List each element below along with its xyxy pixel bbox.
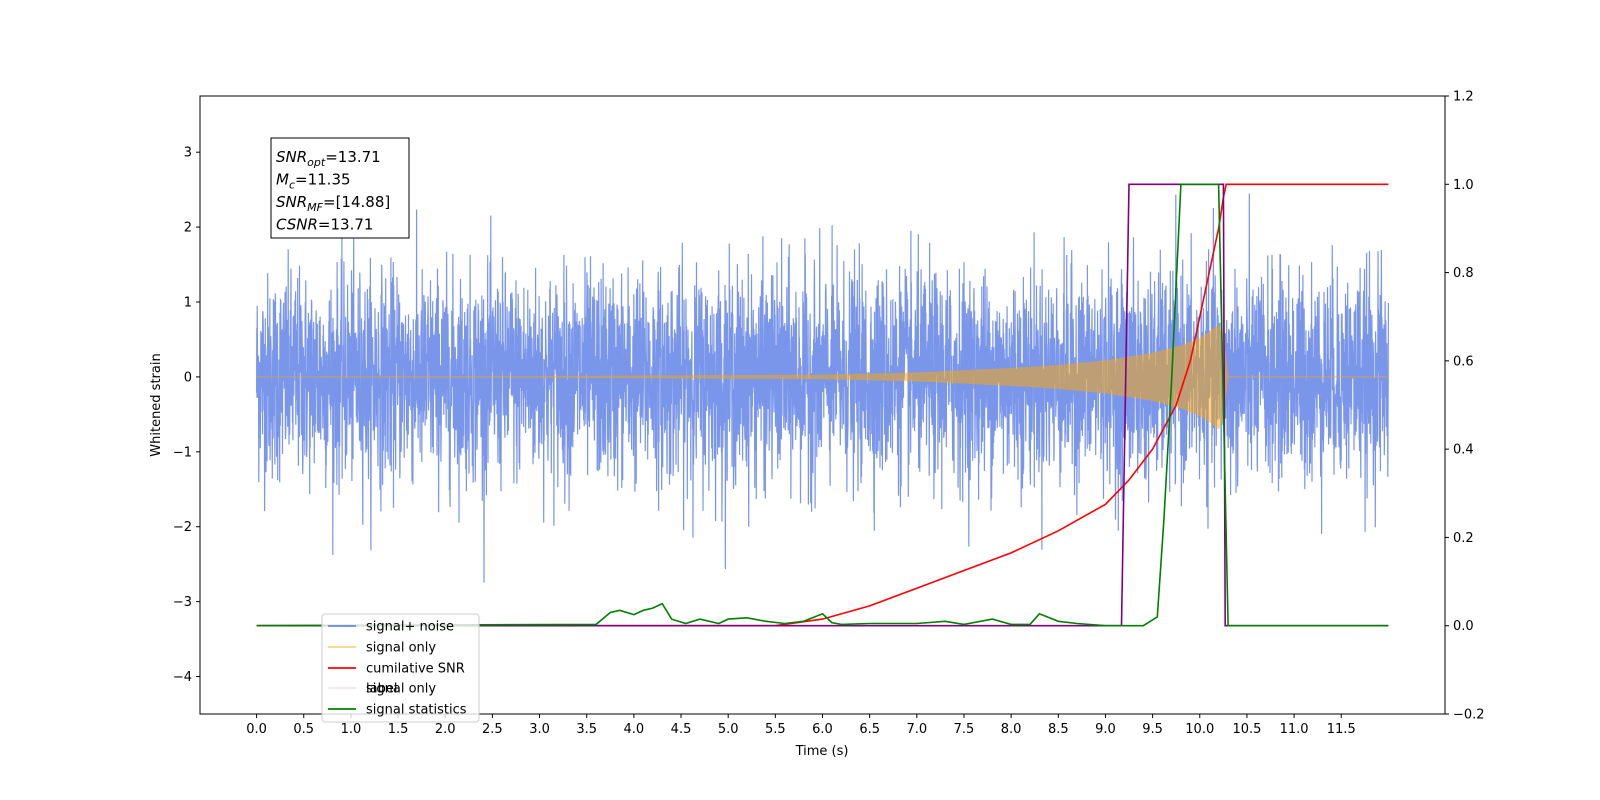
x-tick-label: 10.5: [1232, 722, 1261, 737]
x-tick-label: 5.0: [718, 722, 739, 737]
y-right-tick-label: 0.8: [1453, 266, 1474, 281]
x-tick-label: 11.0: [1280, 722, 1309, 737]
legend-entry-label: signal+ noise: [366, 620, 454, 635]
legend-entry-label: signal statistics: [366, 703, 467, 718]
y-axis-left: 3 2 1 0 −1 −2 −3 −4: [173, 146, 200, 685]
legend-entry-label: label: [366, 682, 397, 697]
legend-entry-label: signal only: [366, 682, 436, 697]
series-signal-statistics-line: [256, 183, 1389, 627]
annotation-line: SNRMF=[14.88]: [276, 193, 390, 214]
x-tick-label: 3.5: [576, 722, 597, 737]
x-tick-label: 10.0: [1185, 722, 1214, 737]
x-tick-label: 11.5: [1327, 722, 1356, 737]
legend: signal+ noise signal only cumilative SNR la…: [321, 613, 480, 723]
annotation-frame: [270, 137, 410, 239]
x-axis: 0.0 0.5 1.0 1.5 2.0 2.5 3.0 3.5 4.0 4.5 5.0 5.5 6.0 6…: [246, 714, 1356, 737]
legend-entry-label: signal only: [366, 641, 436, 656]
x-tick-label: 3.0: [529, 722, 550, 737]
x-tick-label: 7.5: [954, 722, 975, 737]
x-tick-label: 9.0: [1095, 722, 1116, 737]
legend-entry-label: cumilative SNR: [366, 662, 465, 677]
x-axis-label: Time (s): [795, 744, 849, 759]
x-tick-label: 8.5: [1048, 722, 1069, 737]
y-left-tick-label: 3: [184, 146, 192, 161]
y-right-tick-label: 0.6: [1453, 354, 1474, 369]
y-left-tick-label: −4: [173, 670, 192, 685]
annotation-line: CSNR=13.71: [276, 216, 373, 234]
x-tick-label: 1.0: [341, 722, 362, 737]
x-tick-label: 7.0: [906, 722, 927, 737]
y-left-tick-label: 1: [184, 296, 192, 311]
x-tick-label: 4.0: [624, 722, 645, 737]
x-tick-label: 4.5: [671, 722, 692, 737]
x-tick-label: 0.5: [293, 722, 314, 737]
x-tick-label: 8.0: [1001, 722, 1022, 737]
y-left-tick-label: 0: [184, 370, 192, 385]
y-axis-label: Whitened strain: [149, 353, 164, 456]
series-signal-only-line: [256, 324, 1389, 430]
y-right-tick-label: −0.2: [1453, 708, 1485, 723]
y-left-tick-label: −2: [173, 520, 192, 535]
annotation-line: SNRopt=13.71: [276, 148, 381, 169]
y-left-tick-label: 2: [184, 221, 192, 236]
y-right-tick-label: 0.4: [1453, 443, 1474, 458]
x-tick-label: 2.0: [435, 722, 456, 737]
legend-frame: [321, 613, 480, 723]
series-cumulative-snr-line: [256, 183, 1389, 627]
x-tick-label: 6.5: [859, 722, 880, 737]
annotation-line: Mc=11.35: [276, 171, 351, 192]
x-tick-label: 2.5: [482, 722, 503, 737]
x-tick-label: 0.0: [246, 722, 267, 737]
y-right-tick-label: 1.0: [1453, 178, 1474, 193]
y-right-tick-label: 1.2: [1453, 90, 1474, 105]
y-left-tick-label: −3: [173, 595, 192, 610]
x-tick-label: 1.5: [388, 722, 409, 737]
y-axis-right: 1.2 1.0 0.8 0.6 0.4 0.2 0.0 −0.2: [1445, 90, 1485, 723]
y-right-tick-label: 0.0: [1453, 619, 1474, 634]
x-tick-label: 9.5: [1142, 722, 1163, 737]
y-right-tick-label: 0.2: [1453, 531, 1474, 546]
x-tick-label: 5.5: [765, 722, 786, 737]
y-left-tick-label: −1: [173, 445, 192, 460]
x-tick-label: 6.0: [812, 722, 833, 737]
